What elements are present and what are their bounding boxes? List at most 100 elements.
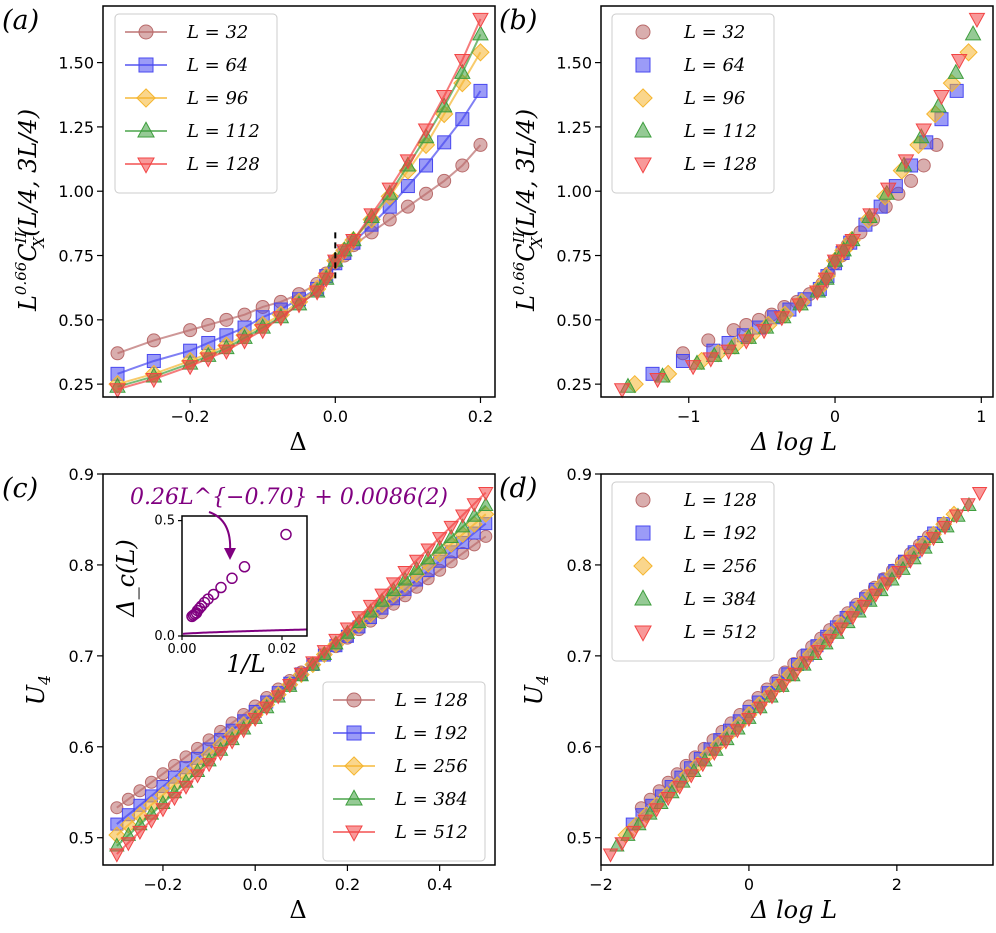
d-point <box>868 588 884 603</box>
b-legend-label: L = 64 <box>683 55 745 76</box>
inset-point <box>215 581 227 594</box>
c-xtick-label: −0.2 <box>144 875 183 894</box>
c-point <box>478 496 494 512</box>
d-point <box>637 814 653 829</box>
svg-text:U4: U4 <box>520 675 552 705</box>
svg-text:L0.66CIIX(L/4, 3L/4): L0.66CIIX(L/4, 3L/4) <box>12 109 48 312</box>
d-point <box>810 645 826 660</box>
a-point <box>219 312 234 327</box>
a-frame <box>102 5 496 398</box>
b-point <box>947 63 965 79</box>
svg-text:U4: U4 <box>22 675 54 705</box>
d-point <box>879 577 896 592</box>
b-point <box>915 123 933 139</box>
a-ytick-label: 1.00 <box>58 182 94 201</box>
b-point <box>933 90 950 106</box>
y-axis-label-b: L0.66CIIX(L/4, 3L/4) <box>510 109 546 312</box>
b-legend-marker <box>634 121 652 138</box>
c-point <box>408 554 425 569</box>
b-xtick-label: −1 <box>677 407 701 426</box>
d-point <box>614 837 630 852</box>
a-legend-marker <box>138 57 154 73</box>
a-point <box>336 244 353 260</box>
inset-point <box>280 528 292 541</box>
x-axis-label-d: Δ log L <box>750 896 837 924</box>
d-point <box>960 498 976 513</box>
d-point <box>902 554 919 569</box>
inset-xtick-label: 0.02 <box>268 642 297 657</box>
b-legend-label: L = 96 <box>683 88 745 109</box>
d-legend-label: L = 192 <box>683 523 757 544</box>
a-point <box>218 344 235 360</box>
d-point <box>695 758 711 773</box>
d-point <box>856 599 873 615</box>
y-axis-label-a: L0.66CIIX(L/4, 3L/4) <box>12 109 48 312</box>
b-point <box>613 383 631 399</box>
a-point <box>109 383 126 399</box>
c-point <box>258 701 275 716</box>
b-legend-marker <box>634 157 652 174</box>
a-point <box>308 285 326 301</box>
panel-label-c: (c) <box>2 473 38 504</box>
d-ytick-label: 0.6 <box>567 738 592 757</box>
c-ytick-label: 0.7 <box>69 647 94 666</box>
b-point <box>950 53 968 70</box>
a-point <box>473 137 488 152</box>
d-point <box>671 780 688 795</box>
a-legend-label: L = 96 <box>186 88 248 109</box>
b-point <box>964 25 982 41</box>
d-point <box>833 622 849 637</box>
c-point <box>247 712 263 728</box>
d-legend-label: L = 384 <box>683 589 757 610</box>
c-point <box>316 645 333 660</box>
c-point <box>120 837 137 852</box>
c-point <box>121 792 135 806</box>
inset-background <box>182 516 307 636</box>
b-ytick-label: 0.75 <box>556 247 592 266</box>
a-point <box>181 360 199 376</box>
c-legend-marker <box>345 789 363 806</box>
inset-ytick-label: 0.0 <box>154 629 175 644</box>
d-point <box>683 769 699 784</box>
a-xtick-label: 0.0 <box>323 407 348 426</box>
b-point <box>773 311 791 327</box>
c-point <box>178 780 194 795</box>
a-point <box>473 83 488 98</box>
c-legend-label: L = 192 <box>394 723 468 744</box>
d-point <box>764 690 780 705</box>
c-point <box>155 803 171 818</box>
a-point <box>237 307 252 322</box>
b-point <box>791 298 808 314</box>
d-point <box>914 543 930 558</box>
c-legend-label: L = 384 <box>394 789 468 810</box>
c-point <box>110 801 124 815</box>
a-point <box>437 173 452 188</box>
c-point <box>362 599 379 615</box>
b-point <box>904 173 919 188</box>
c-point <box>212 746 229 761</box>
d-point <box>844 611 861 626</box>
d-xtick-label: −2 <box>589 875 613 894</box>
c-point <box>420 543 436 558</box>
a-point <box>419 158 434 173</box>
c-point <box>201 758 217 773</box>
c-ytick-label: 0.6 <box>69 738 94 757</box>
d-point <box>948 509 965 524</box>
d-point <box>925 532 942 547</box>
c-point <box>374 588 390 603</box>
b-legend-label: L = 32 <box>683 22 745 43</box>
a-ytick-label: 1.50 <box>58 54 94 73</box>
c-point <box>385 577 402 592</box>
b-frame <box>600 5 994 398</box>
inset-x-label: 1/L <box>226 650 265 678</box>
a-xtick-label: 0.2 <box>468 407 493 426</box>
a-legend-marker <box>138 24 154 40</box>
y-axis-label-d: U4 <box>520 675 552 705</box>
c-ytick-label: 0.5 <box>69 829 94 848</box>
inset-point <box>238 561 251 573</box>
a-point <box>199 352 217 368</box>
panel-c: −0.2 0.0 0.2 0.4 0.5 0.6 0.7 0.8 0.9 L = 128 L = 1… <box>69 465 496 894</box>
a-legend-label: L = 128 <box>186 154 260 175</box>
b-ytick-label: 1.25 <box>556 118 592 137</box>
